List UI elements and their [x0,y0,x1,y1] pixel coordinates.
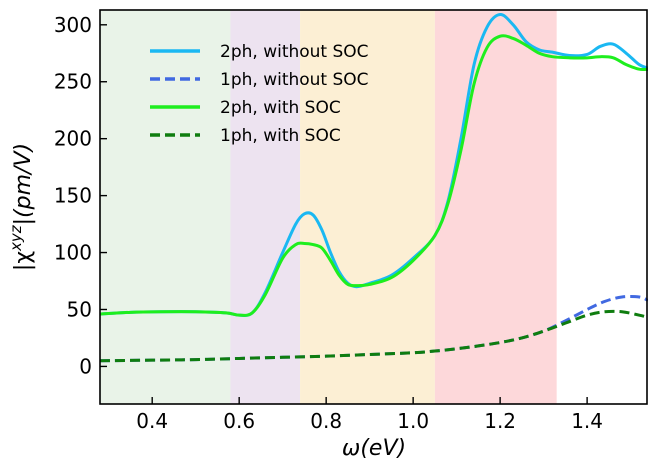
legend-label-0: 2ph, without SOC [220,42,369,62]
y-tick-label: 300 [54,13,92,37]
legend-label-1: 1ph, without SOC [220,70,369,90]
series-line-3 [100,309,648,363]
x-tick-label: 0.4 [136,409,168,433]
x-tick-label: 0.8 [310,409,342,433]
shaded-regions [100,10,557,404]
legend: 2ph, without SOC 1ph, without SOC 2ph, wit… [150,42,369,146]
y-tick-label: 50 [67,297,92,321]
y-tick-label: 250 [54,70,92,94]
y-axis-label: |χxyz|(pm/V) [7,143,36,271]
x-axis: 0.4 0.6 0.8 1.0 1.2 1.4 [136,397,603,433]
y-tick-label: 150 [54,184,92,208]
legend-label-2: 2ph, with SOC [220,98,341,118]
y-tick-label: 200 [54,127,92,151]
x-tick-label: 0.6 [223,409,255,433]
y-tick-label: 100 [54,241,92,265]
x-tick-label: 1.2 [484,409,516,433]
shaded-region-3 [434,10,557,404]
y-axis: 0 50 100 150 200 250 300 [54,13,107,378]
x-tick-label: 1.0 [397,409,429,433]
plot-frame [99,9,648,405]
shaded-region-0 [100,10,231,404]
shaded-region-2 [300,10,435,404]
shaded-region-1 [230,10,301,404]
x-axis-label: ω(eV) [342,436,406,461]
series-line-2 [100,34,648,317]
series-lines [100,13,648,363]
y-tick-label: 0 [79,354,92,378]
legend-label-3: 1ph, with SOC [220,126,341,146]
x-tick-label: 1.4 [571,409,603,433]
